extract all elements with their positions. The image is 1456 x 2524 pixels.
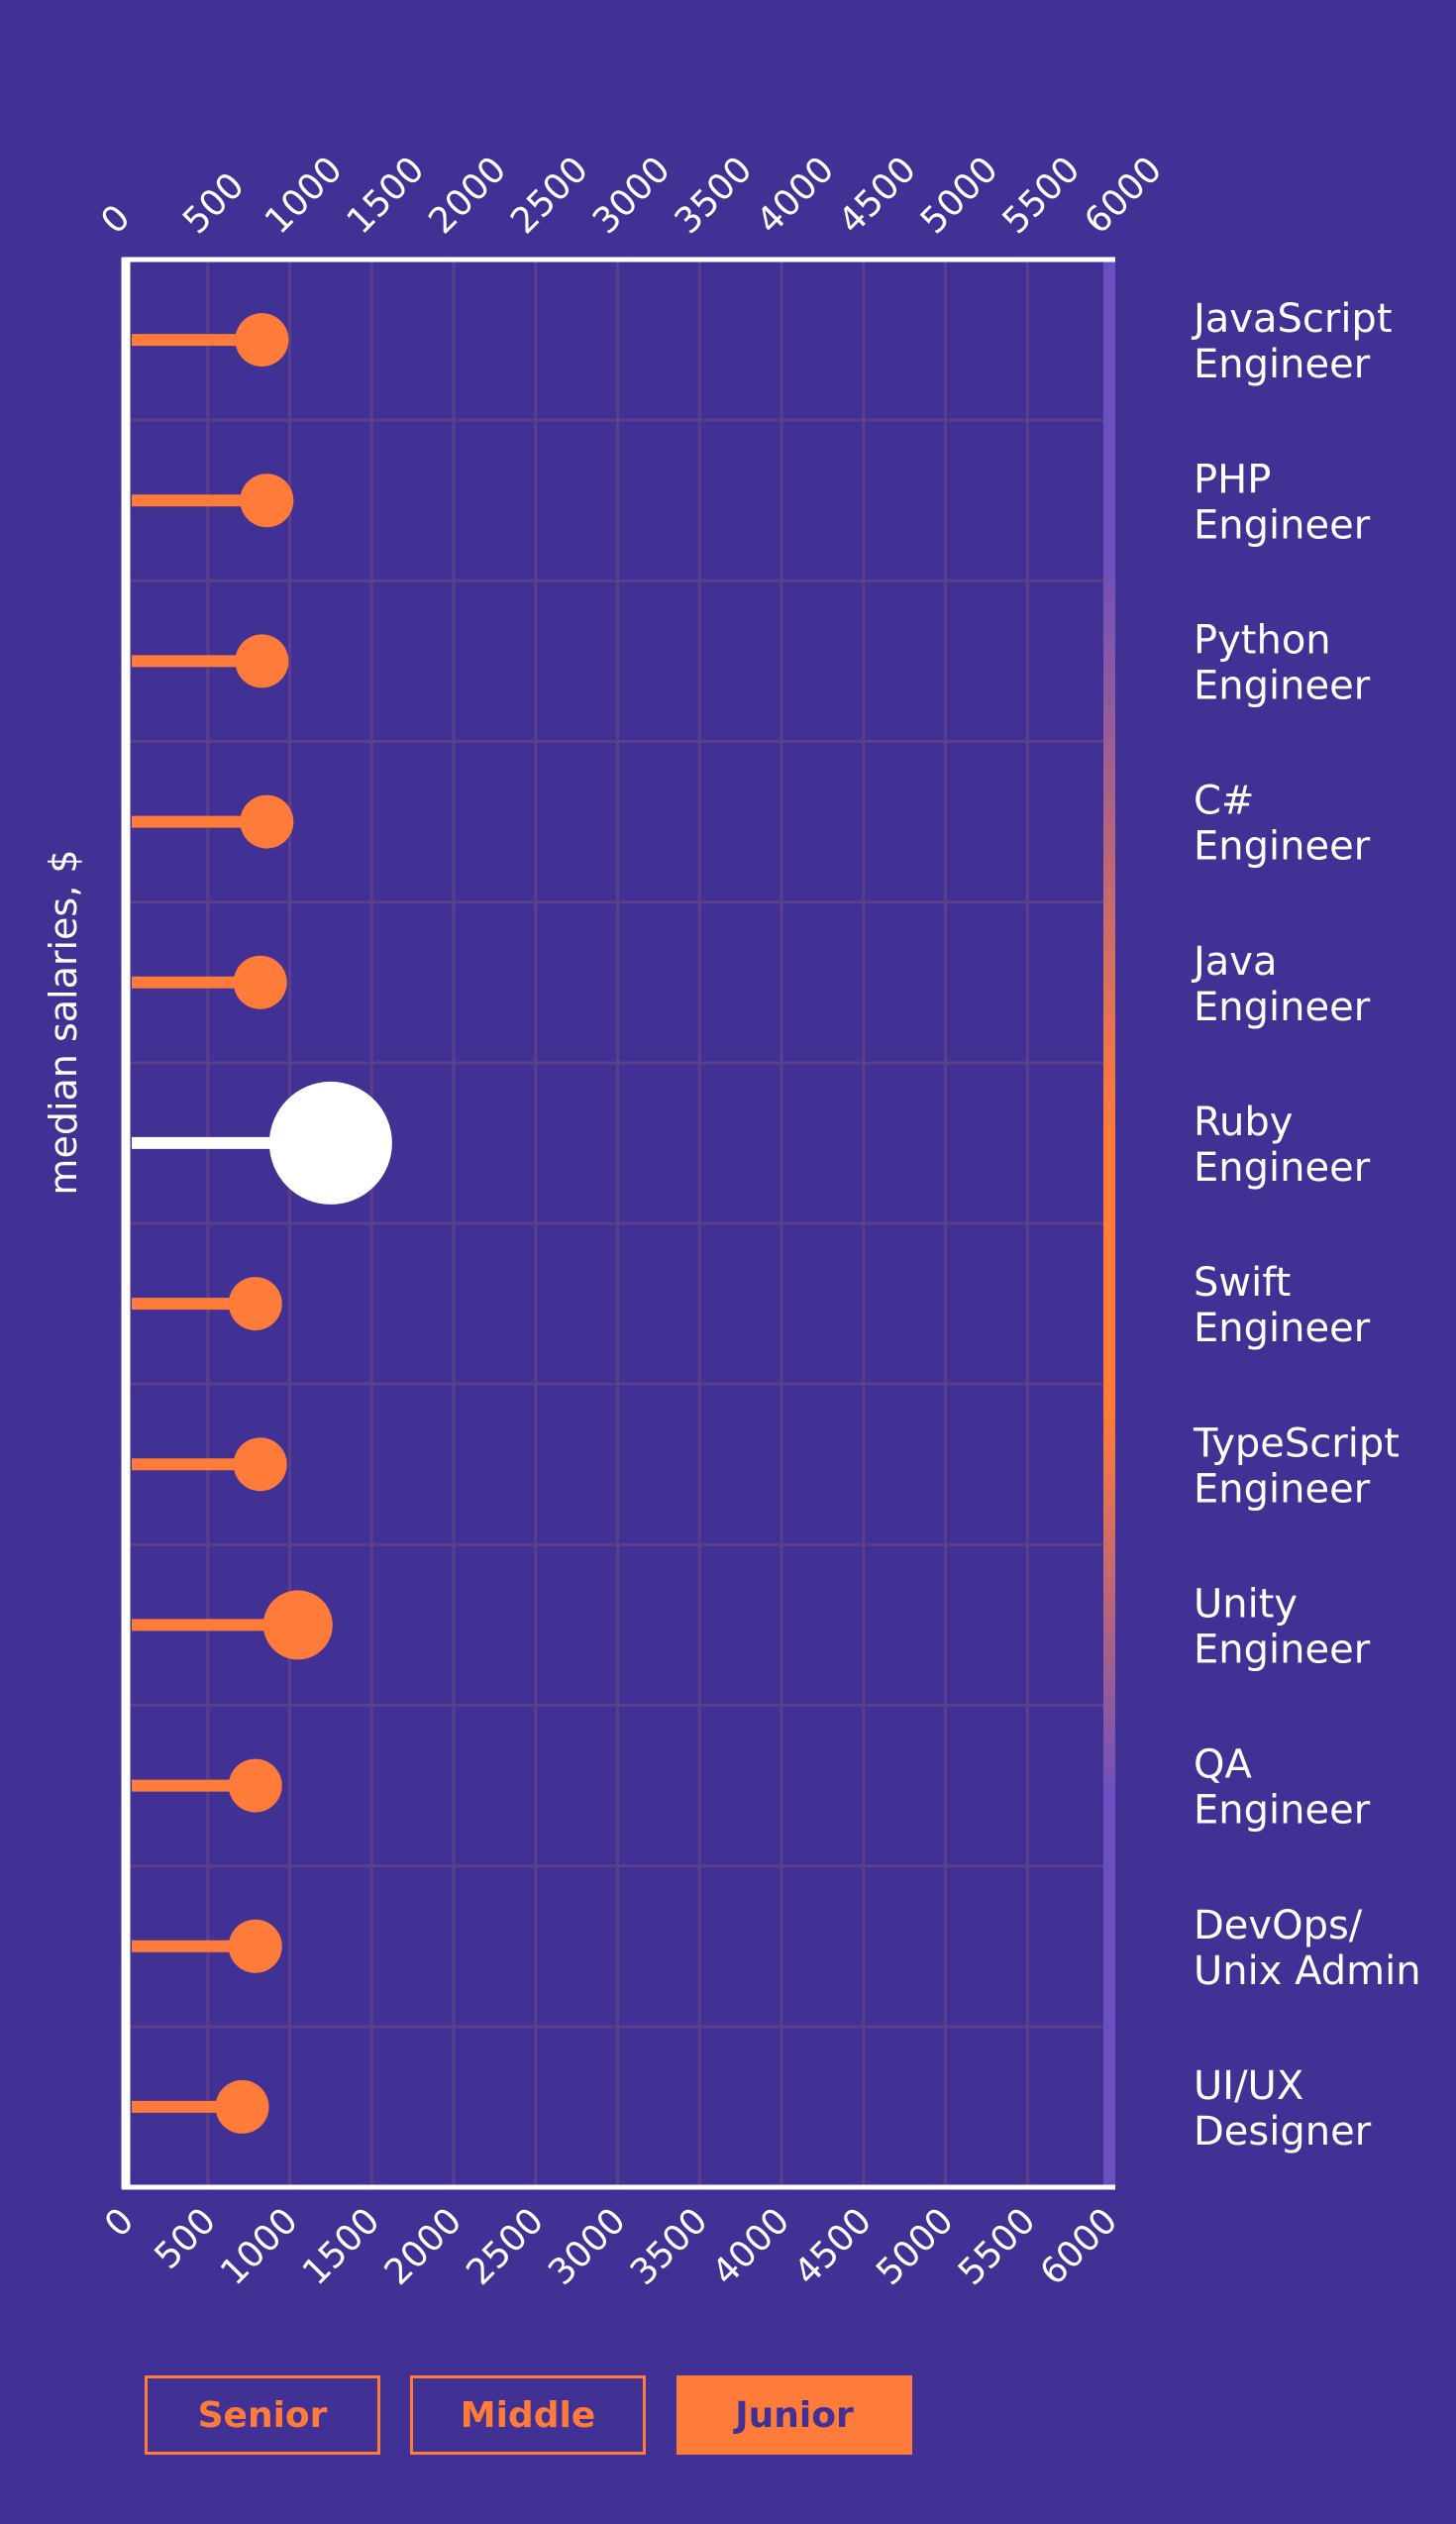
category-label-line: Ruby	[1194, 1100, 1293, 1145]
lollipop-dot	[233, 955, 287, 1009]
top-tick-label: 3000	[585, 150, 678, 243]
bottom-tick-label: 2500	[459, 2200, 552, 2293]
top-tick-label: 1500	[340, 150, 433, 243]
lollipop-dot	[228, 1919, 282, 1973]
lollipop-dot	[215, 2079, 269, 2134]
right-edge-bar	[1103, 260, 1115, 2187]
category-labels: JavaScriptEngineerPHPEngineerPythonEngin…	[1191, 296, 1421, 2155]
data-marks	[132, 313, 392, 2134]
bottom-tick-label: 5500	[951, 2200, 1044, 2293]
bottom-tick-label: 3500	[623, 2200, 716, 2293]
category-label-line: PHP	[1194, 457, 1271, 502]
legend-senior-button[interactable]: Senior	[145, 2375, 380, 2455]
category-label-line: JavaScript	[1191, 296, 1393, 342]
category-label-line: Engineer	[1194, 985, 1371, 1030]
category-label-line: Engineer	[1194, 824, 1371, 870]
top-tick-label: 5000	[913, 150, 1006, 243]
bottom-tick-label: 500	[148, 2200, 225, 2277]
top-tick-label: 6000	[1077, 150, 1170, 243]
top-tick-label: 2500	[503, 150, 596, 243]
category-label-line: Engineer	[1194, 1306, 1371, 1351]
category-label-line: QA	[1194, 1742, 1252, 1788]
top-tick-label: 4000	[749, 150, 842, 243]
lollipop-dot	[228, 1758, 282, 1813]
category-label-line: Engineer	[1194, 1145, 1371, 1191]
legend-middle-button[interactable]: Middle	[410, 2375, 646, 2455]
bottom-tick-label: 0	[97, 2200, 142, 2245]
top-tick-label: 5500	[995, 150, 1089, 243]
top-tick-label: 0	[93, 197, 138, 242]
lollipop-dot	[233, 1437, 287, 1492]
category-label-line: Unity	[1194, 1581, 1298, 1627]
category-label-line: Engineer	[1194, 1466, 1371, 1512]
category-label-line: Engineer	[1194, 1788, 1371, 1834]
legend: Senior Middle Junior	[0, 2375, 1456, 2461]
lollipop-dot	[228, 1277, 282, 1331]
lollipop-dot	[262, 1590, 333, 1660]
legend-junior-button[interactable]: Junior	[676, 2375, 912, 2455]
top-tick-label: 1000	[258, 150, 351, 243]
lollipop-dot	[240, 473, 294, 528]
bottom-tick-label: 4000	[705, 2200, 798, 2293]
bottom-tick-label: 4500	[786, 2200, 880, 2293]
lollipop-dot	[240, 794, 294, 849]
top-tick-label: 500	[175, 165, 253, 243]
category-label-line: UI/UX	[1194, 2063, 1303, 2109]
bottom-tick-label: 3000	[541, 2200, 634, 2293]
category-label-line: Engineer	[1194, 1627, 1371, 1672]
lollipop-dot	[235, 634, 289, 688]
category-label-line: Designer	[1194, 2109, 1372, 2155]
bottom-tick-label: 6000	[1033, 2200, 1126, 2293]
bottom-tick-label: 5000	[869, 2200, 962, 2293]
category-label-line: Engineer	[1194, 663, 1371, 708]
category-label-line: Engineer	[1194, 342, 1371, 387]
bottom-tick-label: 1500	[295, 2200, 388, 2293]
category-label-line: C#	[1194, 779, 1254, 824]
category-label-line: Python	[1194, 617, 1331, 663]
category-label-line: Engineer	[1194, 502, 1371, 548]
lollipop-dot	[235, 313, 289, 368]
grid	[126, 260, 1115, 2187]
top-tick-label: 4500	[831, 150, 924, 243]
y-axis-label: median salaries, $	[42, 849, 85, 1195]
top-tick-label: 3500	[668, 150, 761, 243]
lollipop-dot	[268, 1081, 392, 1205]
category-label-line: TypeScript	[1193, 1420, 1400, 1466]
bottom-tick-label: 2000	[377, 2200, 470, 2293]
category-label-line: DevOps/	[1194, 1903, 1363, 1948]
category-label-line: Java	[1191, 939, 1278, 985]
category-label-line: Unix Admin	[1194, 1948, 1421, 1994]
bottom-tick-label: 1000	[213, 2200, 306, 2293]
top-tick-label: 2000	[421, 150, 514, 243]
category-label-line: Swift	[1194, 1260, 1291, 1306]
